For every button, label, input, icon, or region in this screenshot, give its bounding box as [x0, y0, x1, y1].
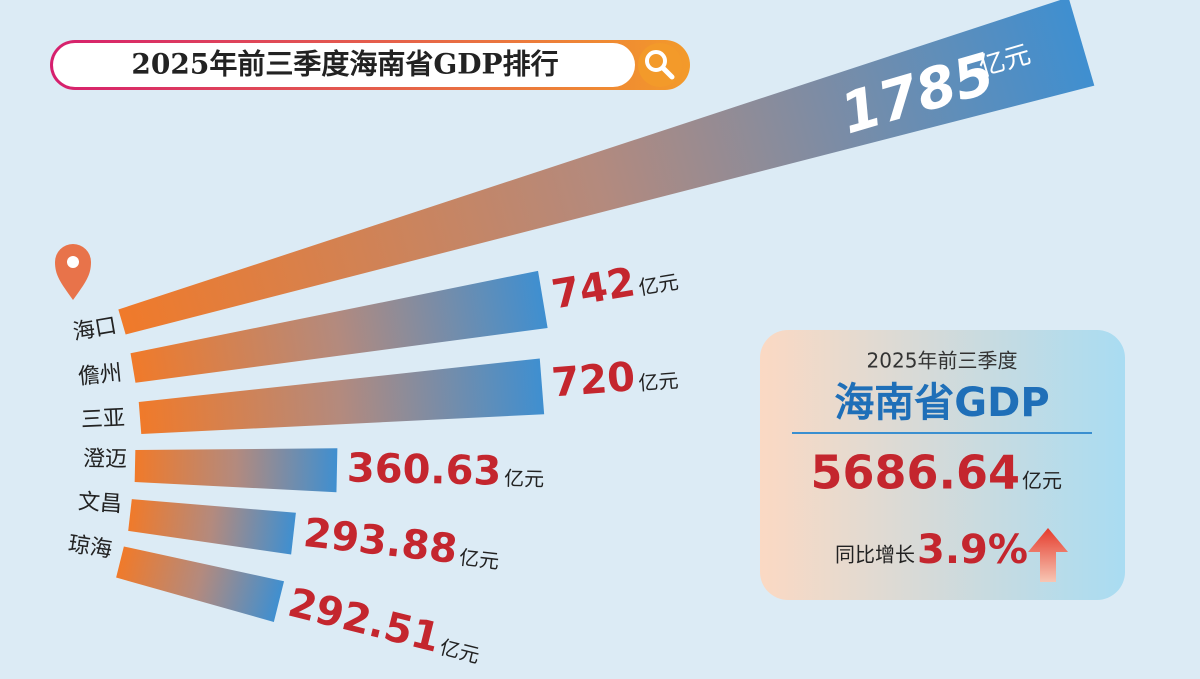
- summary-total: 5686.64: [810, 446, 1020, 500]
- bar: [118, 0, 1095, 335]
- bar: [138, 358, 545, 434]
- location-pin: [55, 244, 91, 300]
- search-icon: [638, 43, 682, 87]
- summary-panel: [760, 330, 1125, 600]
- category-label: 琼海: [66, 532, 113, 563]
- growth-value: 3.9%: [917, 527, 1028, 573]
- value-unit: 亿元: [437, 635, 482, 668]
- search-lens: [645, 50, 667, 72]
- value-unit: 亿元: [504, 466, 544, 491]
- value-label: 720: [550, 354, 637, 406]
- pin-dot: [67, 256, 79, 268]
- value-label: 293.88: [301, 510, 460, 573]
- category-label: 澄迈: [83, 447, 127, 473]
- value-label: 360.63: [346, 445, 501, 494]
- value-label: 292.51: [284, 580, 445, 662]
- bar: [116, 546, 285, 623]
- summary-title: 海南省GDP: [834, 380, 1049, 426]
- category-label: 三亚: [80, 406, 125, 433]
- bar: [130, 270, 548, 383]
- value-unit: 亿元: [637, 269, 680, 299]
- value-label: 742: [549, 259, 639, 318]
- search-handle: [660, 65, 675, 80]
- category-label: 海口: [71, 313, 119, 345]
- category-label: 文昌: [77, 490, 123, 518]
- category-label: 儋州: [77, 361, 123, 390]
- value-unit: 亿元: [458, 545, 500, 573]
- value-unit: 亿元: [638, 368, 680, 395]
- summary-period: 2025年前三季度: [867, 349, 1018, 373]
- chart-title: 2025年前三季度海南省GDP排行: [131, 48, 558, 81]
- value-label-group: 720 亿元: [550, 354, 680, 406]
- value-label-group: 360.63 亿元: [346, 445, 544, 494]
- title-box: [53, 43, 635, 87]
- growth-arrow: [1028, 528, 1068, 582]
- bar: [128, 499, 296, 555]
- bar-group: 360.63 亿元: [134, 445, 544, 495]
- summary-unit: 亿元: [1022, 469, 1062, 493]
- growth-text: 同比增长: [835, 543, 915, 567]
- bar: [134, 448, 338, 493]
- bar-group: 720 亿元: [138, 354, 680, 434]
